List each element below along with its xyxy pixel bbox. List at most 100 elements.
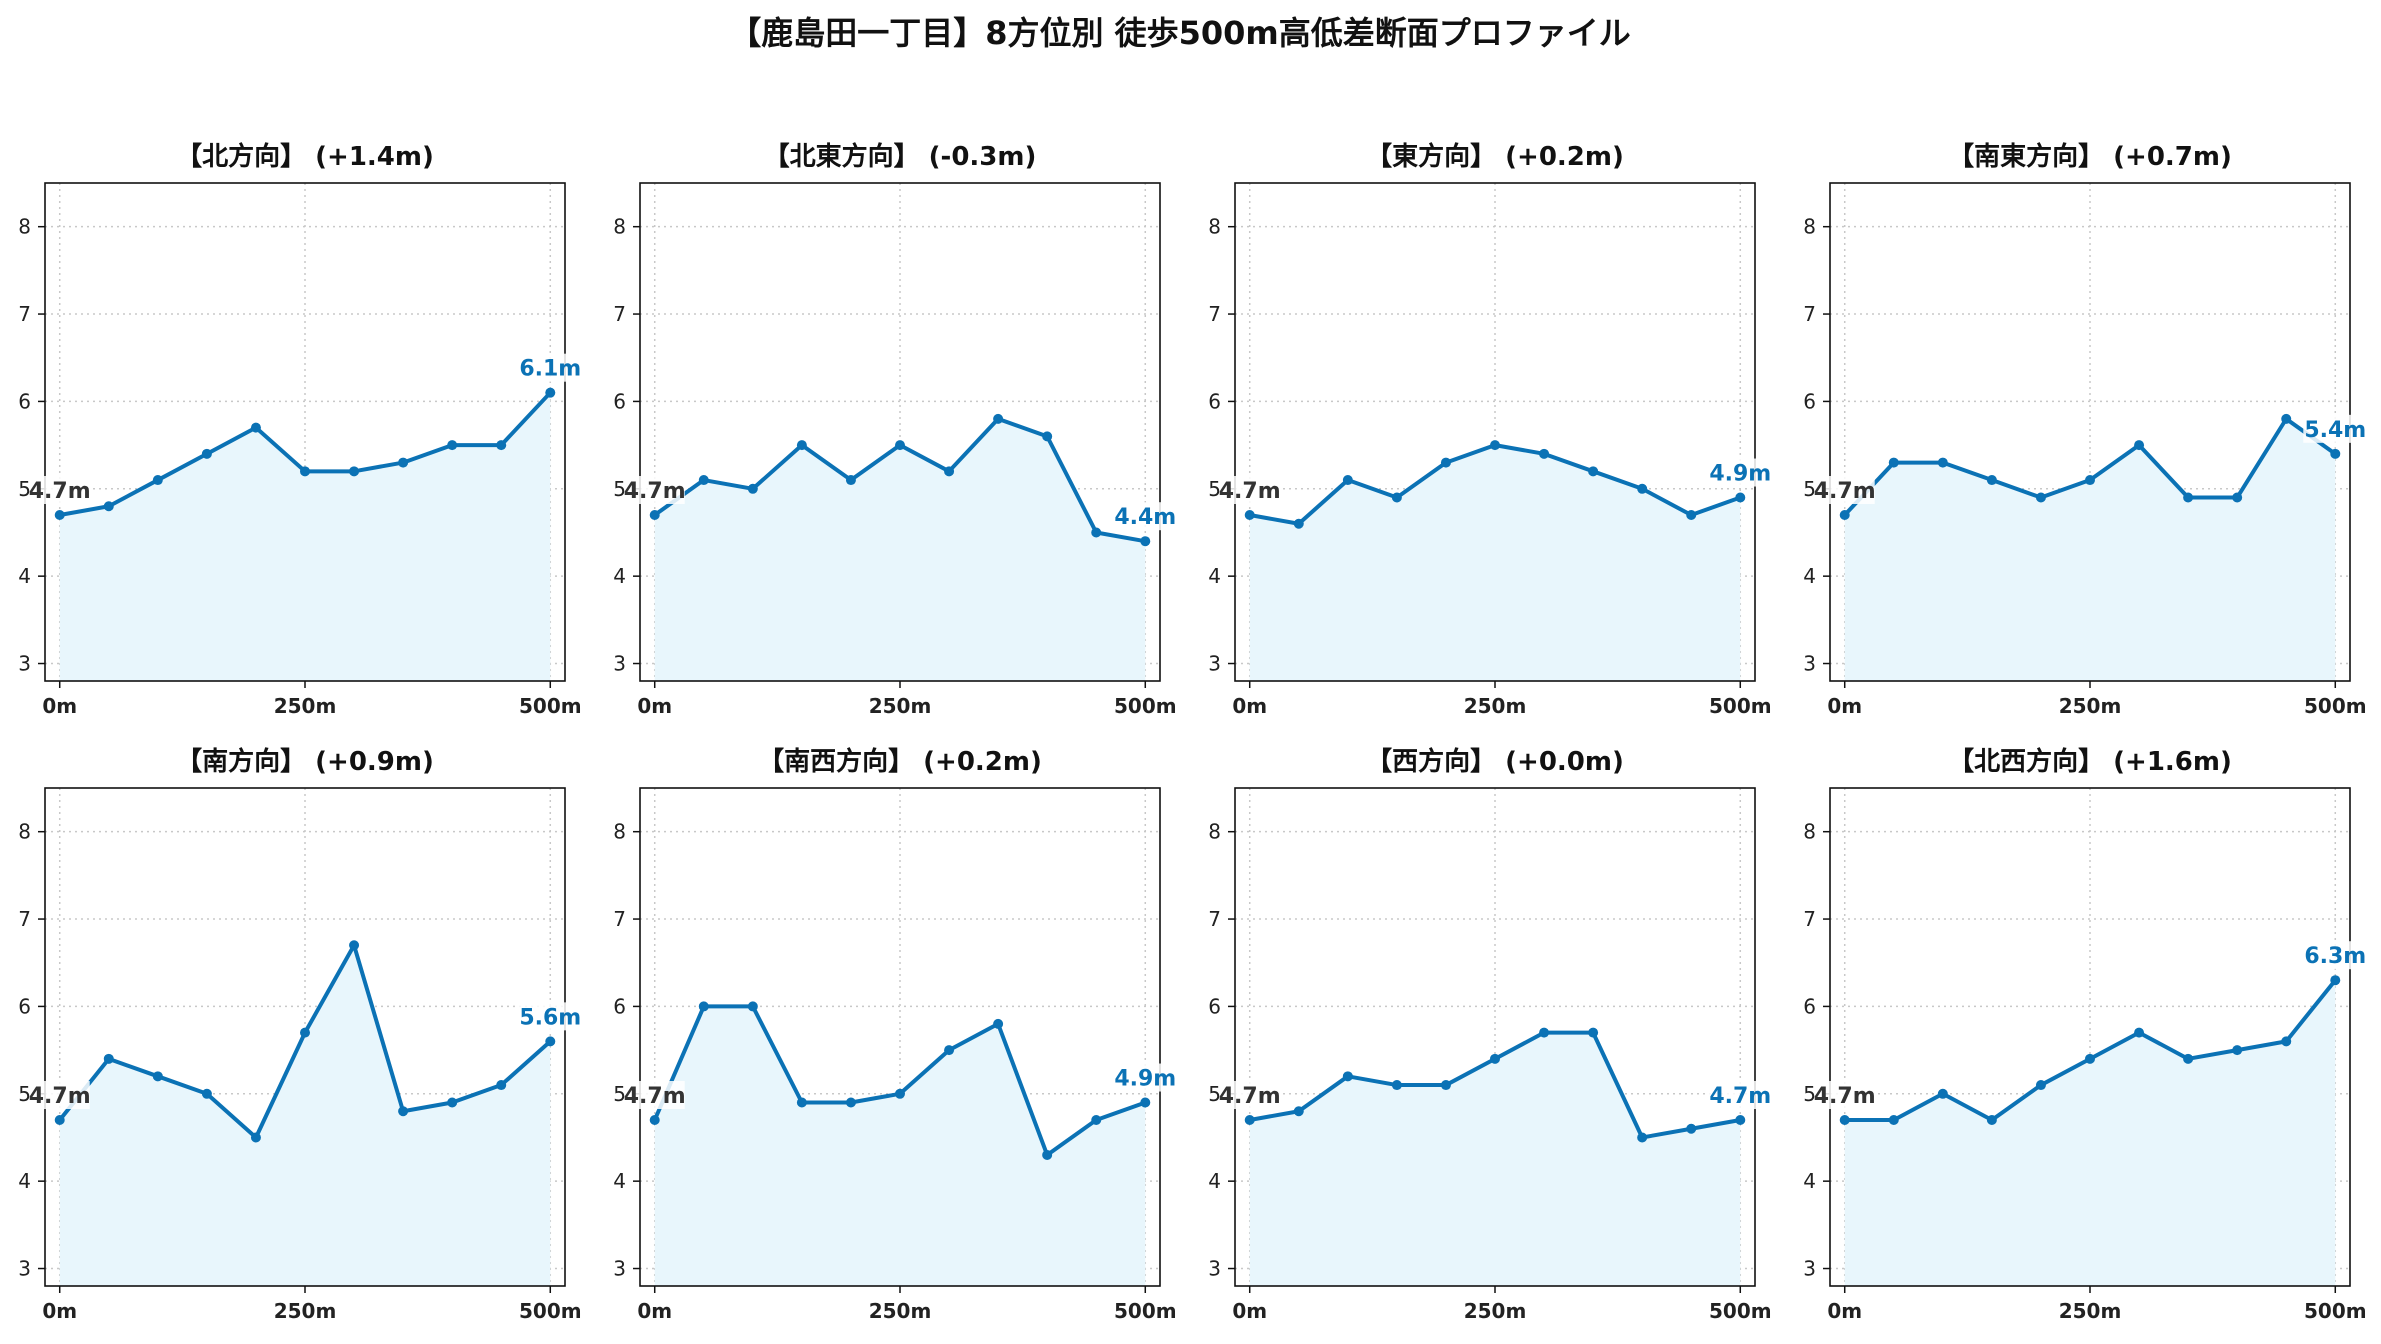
data-point xyxy=(349,466,360,477)
data-point xyxy=(2085,1053,2095,1064)
y-tick-label: 7 xyxy=(1803,907,1816,931)
end-label-bg xyxy=(2303,414,2368,443)
x-tick-label: 0m xyxy=(42,1299,77,1323)
data-point xyxy=(796,440,807,451)
data-point xyxy=(1888,457,1899,468)
data-point xyxy=(796,1097,807,1108)
y-tick-label: 6 xyxy=(1803,389,1816,413)
y-tick-label: 5 xyxy=(613,1082,626,1106)
start-label-bg xyxy=(1219,1081,1280,1109)
y-tick-label: 6 xyxy=(18,389,31,413)
y-tick-label: 5 xyxy=(1803,1082,1816,1106)
data-point xyxy=(250,422,261,433)
data-point xyxy=(2232,492,2243,503)
x-tick-label: 250m xyxy=(869,694,932,718)
data-point xyxy=(698,1001,709,1012)
data-point xyxy=(545,1036,556,1047)
data-point xyxy=(1735,492,1746,503)
data-point xyxy=(2183,492,2194,503)
data-point xyxy=(1391,492,1402,503)
x-tick-label: 500m xyxy=(519,1299,582,1323)
data-point xyxy=(496,1080,507,1091)
x-tick-label: 0m xyxy=(1827,694,1862,718)
data-point xyxy=(2035,492,2046,503)
end-elevation-label: 4.9m xyxy=(1709,462,1771,487)
end-elevation-label: 4.9m xyxy=(1114,1067,1176,1092)
data-point xyxy=(1686,1123,1697,1134)
start-elevation-label: 4.7m xyxy=(1219,1084,1281,1109)
data-point xyxy=(398,457,409,468)
data-point xyxy=(845,475,856,486)
data-point xyxy=(2330,448,2341,459)
y-tick-label: 3 xyxy=(613,1257,626,1281)
y-tick-label: 3 xyxy=(613,652,626,676)
start-label-bg xyxy=(624,1081,685,1109)
data-point xyxy=(1490,440,1500,451)
data-point xyxy=(1490,1053,1500,1064)
y-tick-label: 6 xyxy=(613,994,626,1018)
data-point xyxy=(1839,510,1850,520)
data-point xyxy=(1888,1115,1899,1125)
y-tick-label: 8 xyxy=(1208,215,1221,239)
y-tick-label: 5 xyxy=(1208,477,1221,501)
data-point xyxy=(54,1115,65,1125)
data-point xyxy=(845,1097,856,1108)
data-point xyxy=(447,1097,458,1108)
start-label-bg xyxy=(29,1081,90,1109)
x-tick-label: 0m xyxy=(42,694,77,718)
data-point xyxy=(250,1132,261,1143)
data-point xyxy=(152,475,163,486)
start-elevation-label: 4.7m xyxy=(29,479,91,504)
data-point xyxy=(1342,1071,1353,1082)
panel-6: 【南西方向】 (+0.2m) 3 4 5 6 7 8 0m 250m 500m 4.7m 4.9m xyxy=(613,746,1178,1323)
y-tick-label: 4 xyxy=(1208,1169,1221,1193)
elevation-area xyxy=(654,418,1146,681)
x-tick-label: 250m xyxy=(274,694,337,718)
data-point xyxy=(895,440,905,451)
data-point xyxy=(1244,1115,1255,1125)
x-tick-label: 250m xyxy=(1464,1299,1527,1323)
start-label-bg xyxy=(1219,476,1280,504)
y-tick-label: 6 xyxy=(18,994,31,1018)
y-tick-label: 4 xyxy=(18,1169,31,1193)
x-tick-label: 0m xyxy=(1827,1299,1862,1323)
y-tick-label: 4 xyxy=(18,564,31,588)
y-tick-label: 8 xyxy=(18,215,31,239)
end-label-bg xyxy=(1113,502,1178,531)
data-point xyxy=(1042,431,1053,442)
data-point xyxy=(944,1045,955,1056)
y-tick-label: 7 xyxy=(613,907,626,931)
data-point xyxy=(698,475,709,486)
end-elevation-label: 5.6m xyxy=(519,1005,581,1030)
end-label-bg xyxy=(1708,458,1773,487)
start-label-bg xyxy=(29,476,90,504)
start-elevation-label: 4.7m xyxy=(29,1084,91,1109)
y-tick-label: 4 xyxy=(613,1169,626,1193)
data-point xyxy=(1735,1115,1746,1125)
panel-4: 【南東方向】 (+0.7m) 3 4 5 6 7 8 0m 250m 500m 4.7m 5.4m xyxy=(1803,141,2368,718)
data-point xyxy=(2134,1027,2145,1038)
data-point xyxy=(2183,1053,2194,1064)
y-tick-label: 5 xyxy=(18,1082,31,1106)
data-point xyxy=(1588,466,1599,477)
panel-1: 【北方向】 (+1.4m) 3 4 5 6 7 8 0m 250m 500m 4.7m 6.1m xyxy=(18,141,583,718)
start-elevation-label: 4.7m xyxy=(1814,1084,1876,1109)
elevation-area xyxy=(654,1006,1146,1286)
y-tick-label: 7 xyxy=(18,302,31,326)
x-tick-label: 250m xyxy=(2059,1299,2122,1323)
panel-5: 【南方向】 (+0.9m) 3 4 5 6 7 8 0m 250m 500m 4.7m 5.6m xyxy=(18,746,583,1323)
elevation-area xyxy=(1844,418,2336,681)
x-tick-label: 500m xyxy=(1709,694,1772,718)
data-point xyxy=(895,1088,905,1099)
y-tick-label: 6 xyxy=(613,389,626,413)
data-point xyxy=(2085,475,2095,486)
end-label-bg xyxy=(2303,941,2368,970)
y-tick-label: 4 xyxy=(1803,564,1816,588)
x-tick-label: 500m xyxy=(1709,1299,1772,1323)
x-tick-label: 250m xyxy=(1464,694,1527,718)
start-elevation-label: 4.7m xyxy=(1219,479,1281,504)
panel-title: 【北西方向】 (+1.6m) xyxy=(1948,746,2232,777)
y-tick-label: 7 xyxy=(1803,302,1816,326)
data-point xyxy=(1686,510,1697,520)
y-tick-label: 6 xyxy=(1208,389,1221,413)
